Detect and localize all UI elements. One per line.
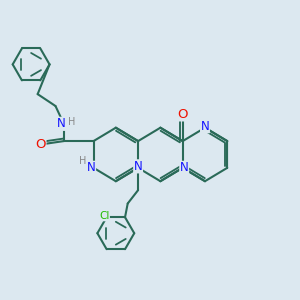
Text: H: H [68, 117, 76, 128]
Text: N: N [87, 161, 95, 174]
Text: N: N [57, 117, 66, 130]
Text: N: N [180, 161, 189, 174]
Text: Cl: Cl [99, 211, 110, 221]
Text: O: O [177, 108, 188, 121]
Text: N: N [201, 120, 209, 133]
Text: H: H [79, 156, 86, 166]
Text: O: O [35, 138, 46, 151]
Text: N: N [134, 160, 142, 173]
